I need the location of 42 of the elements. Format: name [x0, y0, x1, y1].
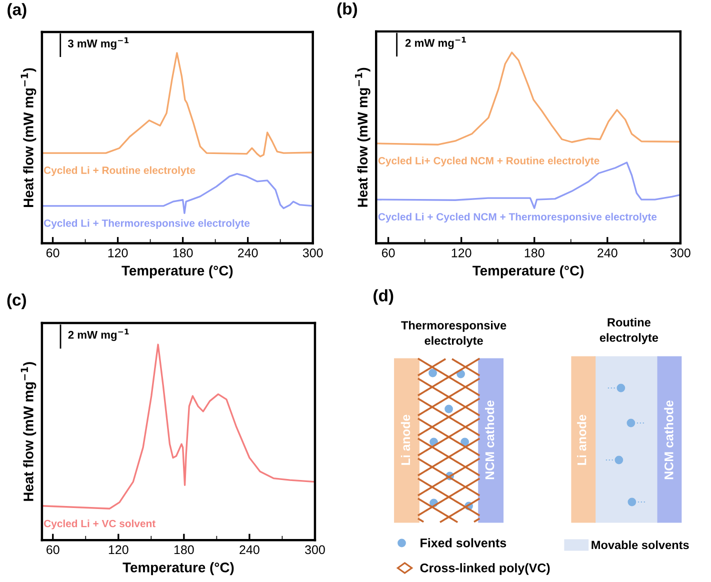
text: (d) — [374, 289, 394, 305]
text: 3 mW mg$^{−1}$ — [68, 37, 129, 50]
x-axis-title: Temperature (°C) — [472, 265, 584, 278]
x-tick-label: 300 — [305, 545, 325, 554]
chart-title: (c) — [7, 294, 26, 310]
series-label: Cycled Li + Thermoresponsive electrolyte — [44, 219, 250, 229]
text: 2 mW mg$^{−1}$ — [405, 36, 466, 50]
y-axis-title: Heat flow (mW mg$^{−1}$) — [20, 68, 36, 207]
series-label: Cycled Li + Routine electrolyte — [44, 166, 196, 176]
x-tick-label: 300 — [670, 248, 690, 258]
x-tick-label: 240 — [240, 545, 260, 554]
x-tick-label: 60 — [46, 248, 60, 258]
series-label: Cycled Li + Cycled NCM + Thermoresponsive electrolyte — [378, 212, 657, 223]
series-label: Cycled Li + VC solvent — [44, 520, 156, 530]
y-axis-title: Heat flow (mW mg$^{−1}$) — [20, 362, 36, 501]
x-tick-label: 240 — [238, 248, 258, 258]
text: Routine electrolyte — [600, 318, 658, 344]
text: NCM cathode — [664, 400, 674, 480]
text: Thermoresponsive electrolyte — [401, 320, 506, 348]
chart-title: (a) — [8, 3, 26, 19]
x-tick-label: 120 — [108, 545, 128, 554]
x-tick-label: 120 — [108, 248, 128, 258]
x-tick-label: 180 — [524, 248, 544, 258]
x-axis-title: Temperature (°C) — [122, 265, 233, 278]
x-tick-label: 240 — [598, 248, 618, 258]
x-tick-label: 300 — [302, 248, 323, 258]
text: 2 mW mg$^{−1}$ — [68, 328, 129, 342]
text: Fixed solvents — [420, 538, 506, 548]
x-tick-label: 60 — [46, 545, 60, 554]
x-tick-label: 180 — [174, 545, 194, 554]
x-tick-label: 120 — [452, 248, 472, 258]
x-tick-label: 60 — [382, 248, 395, 258]
text: Li anode — [577, 414, 586, 465]
text: Li anode — [400, 414, 410, 465]
y-axis-title: Heat flow (mW mg$^{−1}$) — [355, 68, 370, 207]
series-label: Cycled Li+ Cycled NCM + Routine electrolyte — [378, 156, 600, 166]
text: NCM cathode — [484, 400, 494, 480]
x-axis-title: Temperature (°C) — [122, 562, 234, 576]
x-tick-label: 180 — [173, 248, 193, 258]
text: Cross-linked poly(VC) — [420, 563, 550, 575]
chart-title: (b) — [337, 2, 358, 18]
text: Movable solvents — [592, 540, 689, 550]
